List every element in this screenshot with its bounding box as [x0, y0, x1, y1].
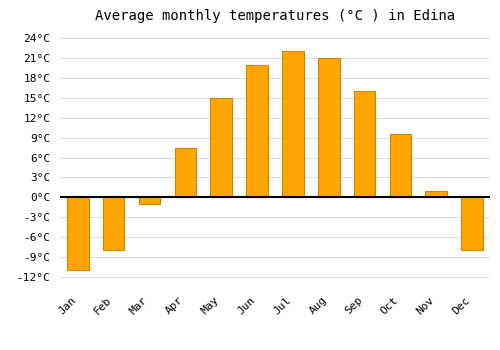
Title: Average monthly temperatures (°C ) in Edina: Average monthly temperatures (°C ) in Ed… — [95, 9, 455, 23]
Bar — [390, 134, 411, 197]
Bar — [354, 91, 376, 197]
Bar — [282, 51, 304, 197]
Bar — [246, 64, 268, 197]
Bar — [318, 58, 340, 197]
Bar — [103, 197, 124, 251]
Bar — [67, 197, 88, 271]
Bar — [462, 197, 483, 251]
Bar — [426, 191, 447, 197]
Bar — [210, 98, 232, 197]
Bar — [139, 197, 160, 204]
Bar — [174, 148, 196, 197]
